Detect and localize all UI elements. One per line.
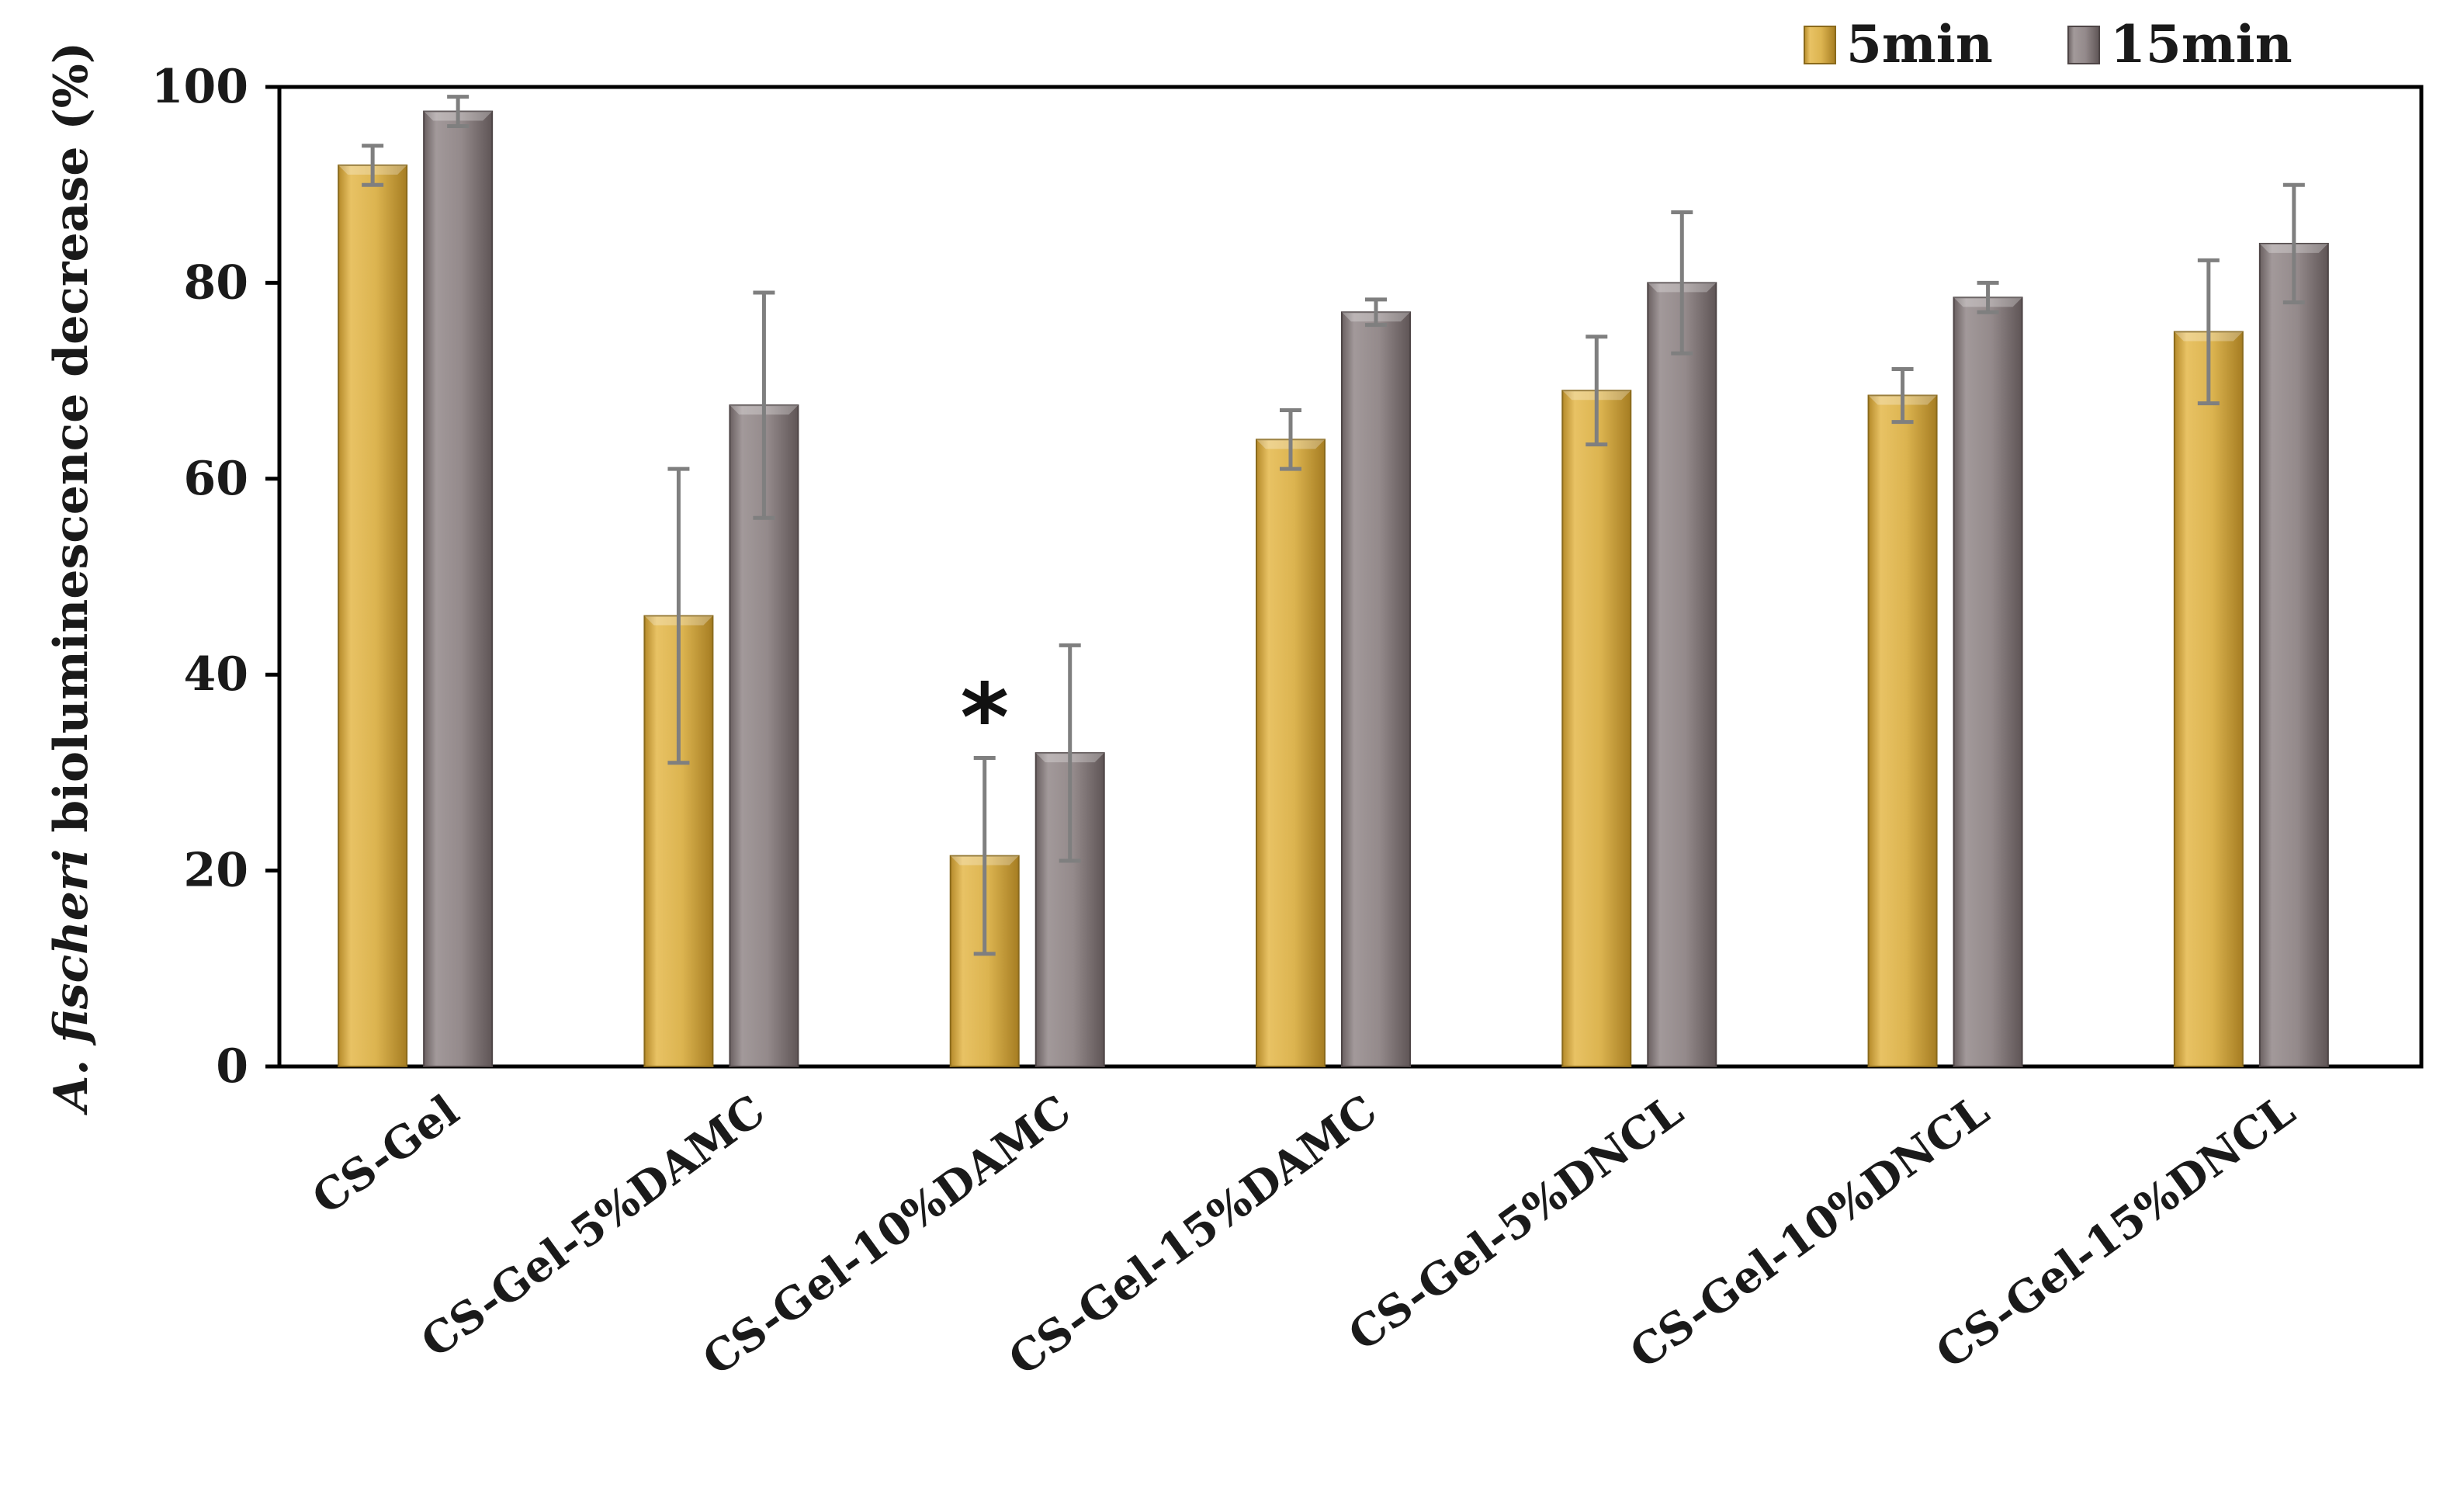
y-axis-title-rest: bioluminescence decrease (%) xyxy=(44,42,99,849)
bar-15min-7 xyxy=(2258,242,2329,1067)
error-bar-5min-5 xyxy=(1585,335,1608,447)
bar-body xyxy=(1867,394,1938,1067)
y-tick-label: 20 xyxy=(184,844,249,898)
bar-5min-4 xyxy=(1256,439,1326,1067)
error-bar-15min-7 xyxy=(2282,182,2305,305)
error-bar-15min-5 xyxy=(1671,210,1693,355)
legend-item-15min: 15min xyxy=(2067,14,2292,75)
error-bar-15min-6 xyxy=(1977,280,1999,314)
y-tick-label: 0 xyxy=(216,1039,248,1094)
bar-body xyxy=(1953,297,2023,1067)
error-bar-5min-7 xyxy=(2197,258,2220,406)
error-bar-5min-1 xyxy=(362,144,384,187)
bar-body xyxy=(1561,390,1632,1068)
error-bar-5min-3 xyxy=(973,755,996,956)
y-tick-label: 80 xyxy=(184,255,249,310)
bar-body xyxy=(1647,282,1717,1067)
bar-body xyxy=(2258,242,2329,1067)
error-bar-15min-3 xyxy=(1059,643,1081,863)
error-bar-15min-1 xyxy=(447,95,470,128)
bar-body xyxy=(423,110,494,1067)
y-tick-label: 40 xyxy=(184,647,249,702)
y-tick-label: 60 xyxy=(184,452,249,506)
y-axis-title-italic: A. fischeri xyxy=(44,849,99,1115)
significance-asterisk: * xyxy=(960,664,1009,772)
y-tick-label: 100 xyxy=(151,60,248,114)
error-bar-5min-2 xyxy=(667,466,690,765)
bar-15min-5 xyxy=(1647,282,1717,1067)
bar-15min-1 xyxy=(423,110,494,1067)
error-bar-15min-2 xyxy=(753,290,775,520)
bar-5min-6 xyxy=(1867,394,1938,1067)
y-axis-title: A. fischeri bioluminescence decrease (%) xyxy=(44,42,99,1115)
legend-swatch xyxy=(2067,26,2100,64)
category-label: CS-Gel xyxy=(303,1085,469,1225)
legend-item-5min: 5min xyxy=(1804,14,1993,75)
bar-5min-5 xyxy=(1561,390,1632,1068)
legend-label: 5min xyxy=(1846,14,1993,75)
bar-5min-1 xyxy=(338,164,408,1068)
error-bar-5min-6 xyxy=(1891,366,1914,425)
legend-swatch xyxy=(1804,26,1836,64)
bar-body xyxy=(1341,311,1411,1067)
bar-15min-4 xyxy=(1341,311,1411,1067)
bar-5min-7 xyxy=(2173,331,2244,1067)
bar-body xyxy=(338,164,408,1068)
error-bar-5min-4 xyxy=(1280,407,1301,471)
bar-15min-6 xyxy=(1953,297,2023,1067)
category-label: CS-Gel-5%DNCL xyxy=(1339,1085,1693,1361)
bar-body xyxy=(1256,439,1326,1067)
error-bar-15min-4 xyxy=(1365,297,1387,328)
legend-label: 15min xyxy=(2110,14,2292,75)
bar-body xyxy=(2173,331,2244,1067)
